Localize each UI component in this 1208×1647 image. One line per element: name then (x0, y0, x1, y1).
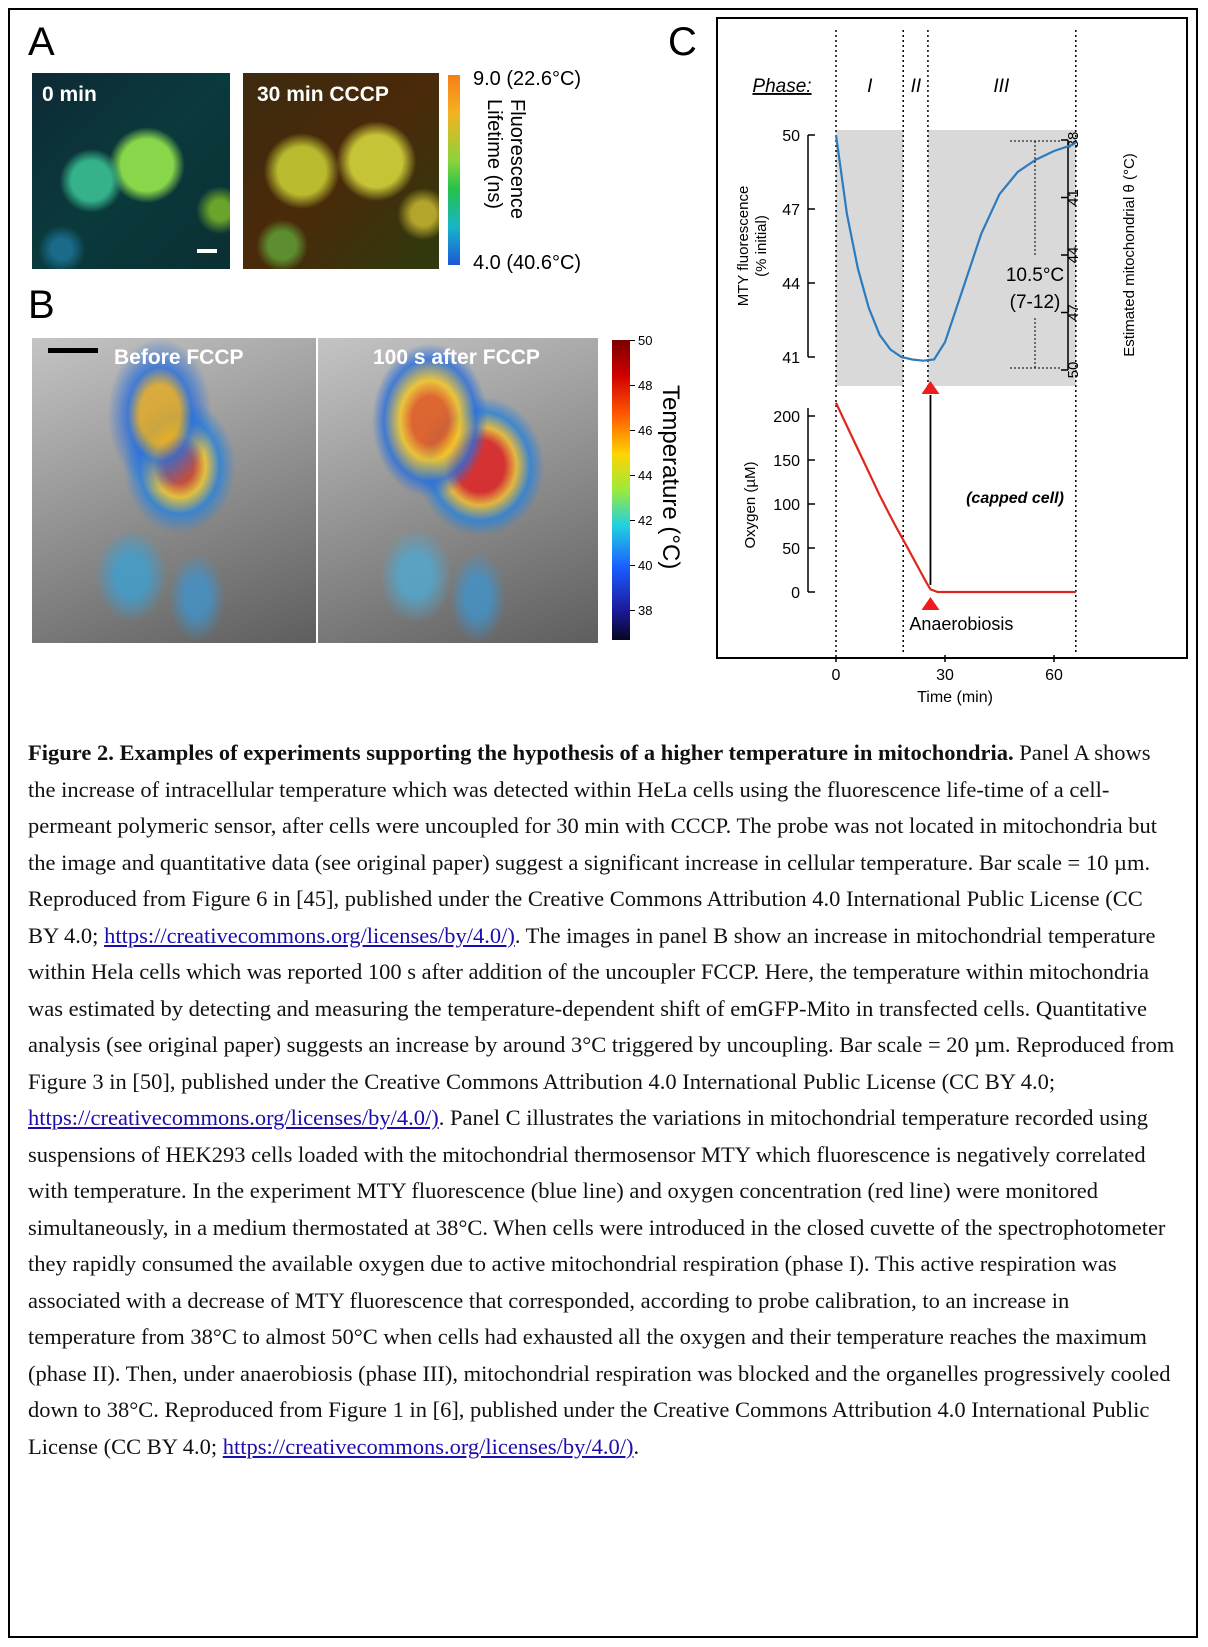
temp-tick-label: 47 (1065, 304, 1082, 321)
colorbar-tick-mark (630, 430, 635, 431)
panel-a-colorbar-top: 9.0 (22.6°C) (473, 68, 582, 90)
panel-b-image-after: 100 s after FCCP (318, 338, 598, 643)
oxygen-tick-label: 150 (773, 453, 800, 470)
colorbar-tick-label: 44 (638, 468, 653, 483)
caption-link2[interactable]: https://creativecommons.org/licenses/by/… (28, 1105, 439, 1130)
scale-bar-b (48, 348, 98, 353)
mty-fluorescence-line (834, 134, 1077, 362)
colorbar-tick-label: 38 (638, 603, 653, 618)
scale-bar (197, 249, 217, 253)
phase-header: Phase: (752, 76, 811, 97)
panel-b-image1-label: Before FCCP (114, 346, 244, 369)
fluor-tick-label: 41 (782, 350, 800, 367)
temp-axis-label: Estimated mitochondrial θ (°C) (1121, 153, 1138, 357)
x-tick-label: 30 (936, 667, 954, 684)
colorbar-tick-mark (630, 610, 635, 611)
colorbar-tick-label: 48 (638, 378, 653, 393)
caption-part2: . The images in panel B show an increase… (28, 922, 1175, 1094)
temp-tick-label: 50 (1065, 362, 1082, 379)
colorbar-tick-label: 50 (638, 333, 653, 348)
oxygen-axis-label: Oxygen (µM) (742, 462, 759, 549)
fluor-tick-label: 50 (782, 128, 800, 145)
colorbar-tick-mark (630, 565, 635, 566)
panel-c-label: C (668, 20, 697, 64)
caption-part1: Panel A shows the increase of intracellu… (28, 740, 1158, 948)
panel-a-image1-label: 0 min (42, 83, 97, 106)
oxygen-tick-label: 100 (773, 497, 800, 514)
panel-b-colorbar (612, 340, 630, 640)
panel-b-image2-label: 100 s after FCCP (373, 346, 540, 369)
panel-a-colorbar (448, 75, 460, 265)
oxygen-line (835, 402, 1076, 594)
phase-label: III (993, 76, 1010, 97)
caption-link3[interactable]: https://creativecommons.org/licenses/by/… (222, 1433, 634, 1459)
colorbar-tick-mark (630, 385, 635, 386)
panel-a-image2-label: 30 min CCCP (257, 83, 389, 106)
colorbar-tick-mark (630, 340, 635, 341)
panel-b-image-before: Before FCCP (32, 338, 316, 643)
capped-marker-top (921, 381, 940, 394)
fluor-axis-label-1: MTY fluorescence (735, 186, 752, 307)
fluor-tick-label: 44 (782, 276, 800, 293)
capped-marker-bottom (921, 597, 940, 610)
caption-link1[interactable]: https://creativecommons.org/licenses/by/… (104, 922, 515, 948)
panel-b-label: B (28, 283, 55, 327)
temp-tick-label: 38 (1065, 132, 1082, 149)
x-tick-label: 0 (832, 667, 841, 684)
temp-tick-label: 44 (1065, 247, 1082, 264)
temp-tick-label: 41 (1065, 189, 1082, 206)
colorbar-tick-label: 40 (638, 558, 653, 573)
shade-phase-3 (927, 130, 1076, 386)
colorbar-tick-label: 46 (638, 423, 653, 438)
colorbar-tick-mark (630, 520, 635, 521)
fluor-tick-label: 47 (782, 202, 800, 219)
figure-caption: Figure 2. Examples of experiments suppor… (28, 735, 1178, 1465)
colorbar-tick-mark (630, 475, 635, 476)
panel-a-image-30min: 30 min CCCP (243, 73, 439, 269)
oxygen-tick-label: 50 (782, 541, 800, 558)
x-axis-label: Time (min) (917, 689, 993, 706)
capped-cell-annotation: (capped cell) (966, 490, 1064, 507)
phase-label: I (867, 76, 873, 97)
oxygen-tick-label: 200 (773, 409, 800, 426)
caption-part4: . (633, 1433, 640, 1459)
oxygen-tick-label: 0 (791, 585, 800, 602)
delta-value: 10.5°C (1006, 265, 1064, 286)
fluor-axis-label-2: (% initial) (753, 215, 770, 277)
delta-range: (7-12) (1010, 292, 1061, 313)
panel-a-colorbar-bottom: 4.0 (40.6°C) (473, 252, 582, 274)
phase-label: II (911, 76, 922, 97)
colorbar-tick-label: 42 (638, 513, 653, 528)
panel-a-label: A (28, 20, 55, 64)
shade-phase-1 (836, 130, 904, 386)
panel-a-image-0min: 0 min (32, 73, 230, 269)
x-tick-label: 60 (1045, 667, 1063, 684)
caption-part3: . Panel C illustrates the variations in … (28, 1105, 1171, 1459)
caption-title: Figure 2. Examples of experiments suppor… (28, 740, 1014, 765)
anaerobiosis-annotation: Anaerobiosis (909, 614, 1013, 634)
